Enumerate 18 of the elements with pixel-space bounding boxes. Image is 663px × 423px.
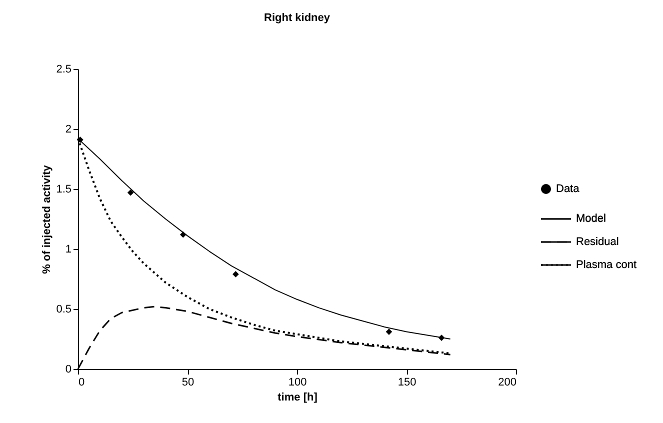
legend-label: Residual [576,236,619,248]
y-tick-label: 0 [65,364,72,376]
x-tick-label: 200 [498,376,516,388]
x-tick-label: 150 [398,376,416,388]
y-tick-label: 1 [65,244,72,256]
x-tick-label: 100 [288,376,307,388]
x-tick-label: 0 [78,376,85,388]
legend-label: Model [576,213,606,225]
x-axis-title: time [h] [278,392,318,404]
y-tick-label: 2.5 [56,64,72,76]
y-axis-title: % of injected activity [41,164,54,274]
y-tick-label: 1.5 [56,184,72,196]
y-tick-label: 2 [65,124,72,136]
chart-title: Right kidney [264,12,331,24]
legend-label: Plasma cont [576,259,637,271]
legend-label: Data [556,183,580,195]
y-tick-label: 0.5 [56,304,72,316]
x-tick-label: 50 [182,376,194,388]
